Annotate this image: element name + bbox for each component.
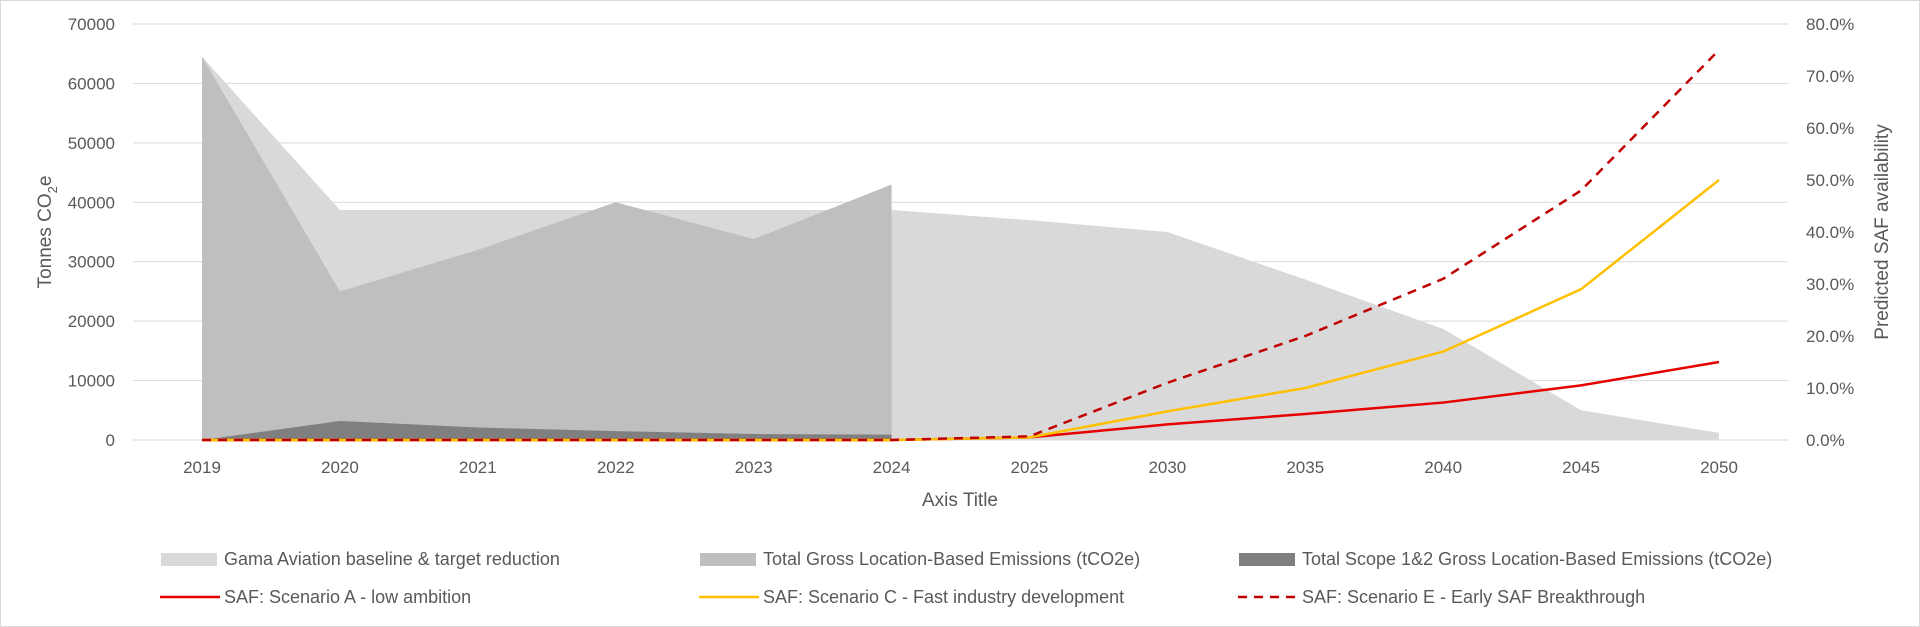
legend-item-3: Total Scope 1&2 Gross Location-Based Emi… bbox=[1239, 549, 1772, 569]
area-2 bbox=[202, 56, 892, 440]
x-tick-label: 2050 bbox=[1700, 458, 1738, 477]
left-tick-label: 40000 bbox=[68, 193, 115, 212]
legend-item-4: SAF: Scenario A - low ambition bbox=[160, 587, 471, 607]
legend-label: SAF: Scenario E - Early SAF Breakthrough bbox=[1302, 587, 1645, 607]
legend-label: Gama Aviation baseline & target reductio… bbox=[224, 549, 560, 569]
left-tick-label: 0 bbox=[106, 431, 115, 450]
left-axis-title-end: e bbox=[35, 176, 56, 187]
x-tick-label: 2024 bbox=[873, 458, 911, 477]
legend: Gama Aviation baseline & target reductio… bbox=[160, 549, 1772, 607]
x-axis-title: Axis Title bbox=[922, 490, 998, 511]
legend-swatch bbox=[700, 553, 756, 566]
right-axis-ticks: 0.0% 10.0% 20.0% 30.0% 40.0% 50.0% 60.0% 70.0% 8… bbox=[1806, 15, 1854, 450]
legend-label: Total Scope 1&2 Gross Location-Based Emi… bbox=[1302, 549, 1772, 569]
right-tick-label: 80.0% bbox=[1806, 15, 1854, 34]
legend-item-5: SAF: Scenario C - Fast industry developm… bbox=[699, 587, 1124, 607]
right-tick-label: 0.0% bbox=[1806, 431, 1845, 450]
x-tick-label: 2021 bbox=[459, 458, 497, 477]
right-tick-label: 50.0% bbox=[1806, 171, 1854, 190]
right-tick-label: 30.0% bbox=[1806, 275, 1854, 294]
x-tick-label: 2019 bbox=[183, 458, 221, 477]
x-tick-label: 2023 bbox=[735, 458, 773, 477]
x-tick-label: 2030 bbox=[1148, 458, 1186, 477]
legend-label: SAF: Scenario C - Fast industry developm… bbox=[763, 587, 1124, 607]
x-tick-label: 2025 bbox=[1011, 458, 1049, 477]
area-series bbox=[202, 56, 1719, 440]
left-tick-label: 30000 bbox=[68, 253, 115, 272]
left-axis-title-subscript: 2 bbox=[45, 186, 60, 193]
right-tick-label: 60.0% bbox=[1806, 119, 1854, 138]
legend-item-6: SAF: Scenario E - Early SAF Breakthrough bbox=[1238, 587, 1645, 607]
left-tick-label: 60000 bbox=[68, 74, 115, 93]
left-axis-ticks: 0 10000 20000 30000 40000 50000 60000 70000 bbox=[68, 15, 115, 450]
left-tick-label: 10000 bbox=[68, 372, 115, 391]
left-axis-title-main: Tonnes CO bbox=[35, 193, 56, 288]
left-tick-label: 70000 bbox=[68, 15, 115, 34]
line-series-3 bbox=[202, 49, 1720, 442]
right-tick-label: 70.0% bbox=[1806, 67, 1854, 86]
legend-label: SAF: Scenario A - low ambition bbox=[224, 587, 471, 607]
x-tick-label: 2022 bbox=[597, 458, 635, 477]
legend-item-1: Gama Aviation baseline & target reductio… bbox=[161, 549, 560, 569]
right-axis-title: Predicted SAF availability bbox=[1872, 124, 1893, 340]
right-tick-label: 20.0% bbox=[1806, 327, 1854, 346]
x-tick-label: 2040 bbox=[1424, 458, 1462, 477]
x-tick-label: 2045 bbox=[1562, 458, 1600, 477]
area-3 bbox=[202, 420, 892, 440]
right-tick-label: 40.0% bbox=[1806, 223, 1854, 242]
legend-swatch bbox=[161, 553, 217, 566]
legend-item-2: Total Gross Location-Based Emissions (tC… bbox=[700, 549, 1140, 569]
legend-label: Total Gross Location-Based Emissions (tC… bbox=[763, 549, 1140, 569]
left-axis-title: Tonnes CO2e bbox=[35, 176, 60, 289]
right-tick-label: 10.0% bbox=[1806, 379, 1854, 398]
x-tick-label: 2035 bbox=[1286, 458, 1324, 477]
legend-swatch bbox=[1239, 553, 1295, 566]
x-axis-ticks: 2019 2020 2021 2022 2023 2024 2025 2030 2035 2040… bbox=[183, 458, 1738, 477]
x-tick-label: 2020 bbox=[321, 458, 359, 477]
left-tick-label: 50000 bbox=[68, 134, 115, 153]
left-tick-label: 20000 bbox=[68, 312, 115, 331]
line-series bbox=[202, 49, 1720, 442]
